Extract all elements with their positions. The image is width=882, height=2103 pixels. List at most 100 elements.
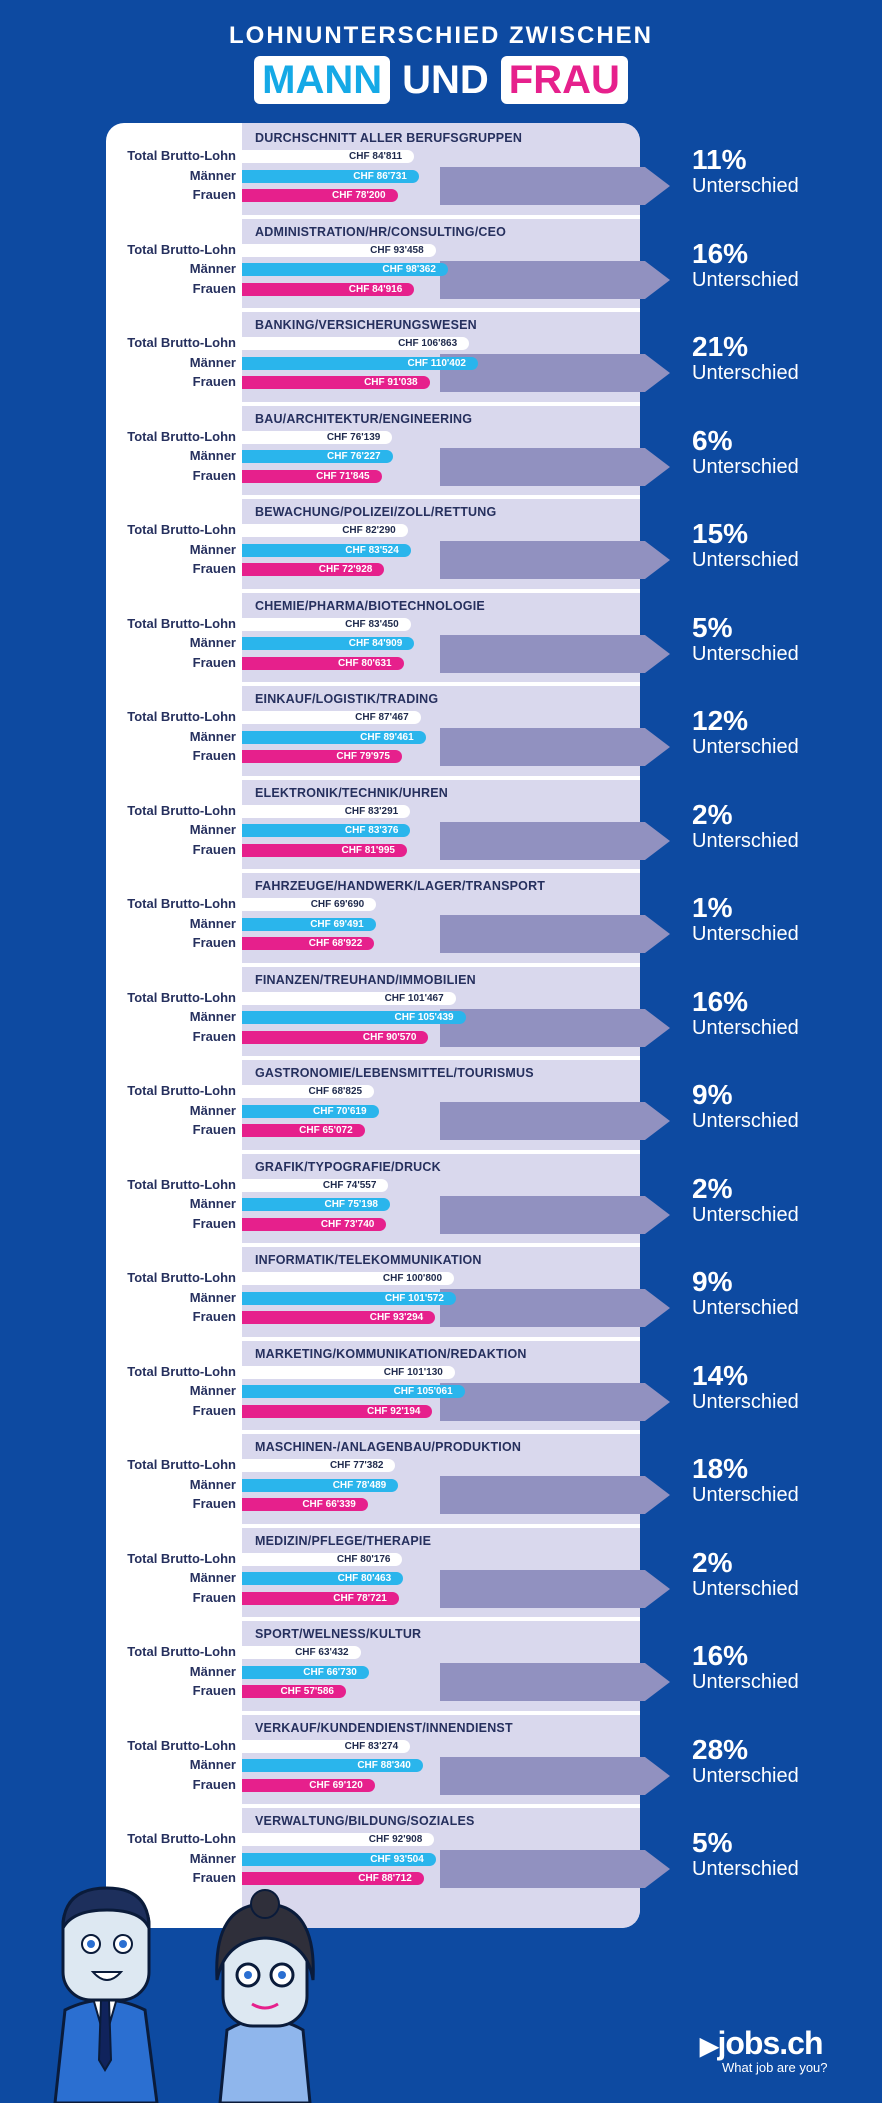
group-separator: [242, 1710, 640, 1715]
category-label: DURCHSCHNITT ALLER BERUFSGRUPPEN: [255, 131, 523, 145]
bar-total: CHF 74'557: [242, 1178, 389, 1192]
woman-hair: [215, 1902, 315, 1981]
difference-percent: 11%: [692, 144, 747, 175]
category-label: GRAFIK/TYPOGRAFIE/DRUCK: [255, 1159, 441, 1174]
difference-word: Unterschied: [692, 1016, 799, 1039]
difference-word: Unterschied: [692, 549, 799, 571]
title-frau: FRAU: [500, 56, 628, 104]
difference-callout: 5% Unterschied: [692, 1827, 799, 1881]
row-label-women: Frauen: [192, 561, 236, 576]
title-mann: MANN: [254, 56, 391, 104]
group-separator: [242, 401, 640, 406]
group-separator: [242, 1243, 640, 1247]
title-und: UND: [402, 58, 489, 102]
diff-arrow-icon: [440, 821, 670, 860]
difference-word: Unterschied: [692, 1484, 799, 1506]
group-separator: [242, 869, 640, 873]
row-label-men: Männer: [189, 1850, 236, 1866]
diff-arrow-icon: [440, 1008, 670, 1047]
difference-callout: 2% Unterschied: [692, 1173, 799, 1226]
bar-women: CHF 88'712: [242, 1872, 424, 1885]
row-label-total: Total Brutto-Lohn: [127, 1831, 236, 1846]
row-label-men: Männer: [189, 448, 236, 463]
row-label-total: Total Brutto-Lohn: [127, 615, 236, 631]
bar-total: CHF 92'908: [242, 1833, 435, 1846]
diff-arrow-icon: [440, 1850, 670, 1888]
row-label-men: Männer: [189, 728, 236, 744]
bar-women: CHF 72'928: [242, 563, 385, 576]
row-label-total: Total Brutto-Lohn: [127, 335, 236, 350]
bar-total: CHF 77'382: [242, 1459, 396, 1472]
difference-callout: 5% Unterschied: [692, 612, 799, 665]
row-label-men: Männer: [189, 541, 236, 557]
diff-arrow-icon: [440, 915, 670, 953]
bar-women: CHF 78'200: [242, 189, 398, 202]
row-label-women: Frauen: [192, 1496, 236, 1511]
category-label: GASTRONOMIE/LEBENSMITTEL/TOURISMUS: [255, 1066, 534, 1080]
page-title: LOHNUNTERSCHIED ZWISCHEN MANN UND FRAU: [0, 22, 882, 104]
diff-arrow-icon: [440, 634, 670, 673]
diff-arrow-icon: [440, 447, 670, 486]
bar-women: CHF 71'845: [242, 469, 382, 483]
difference-percent: 5%: [692, 1827, 733, 1858]
group-separator: [242, 1149, 640, 1154]
difference-callout: 18% Unterschied: [692, 1454, 799, 1507]
difference-callout: 16% Unterschied: [692, 237, 799, 291]
difference-word: Unterschied: [692, 642, 799, 665]
bar-women: CHF 79'975: [242, 750, 402, 763]
difference-percent: 2%: [692, 1546, 733, 1578]
bar-men: CHF 83'524: [242, 543, 411, 557]
difference-percent: 9%: [692, 1266, 733, 1297]
logo: ▶jobs.ch What job are you?: [700, 2025, 828, 2075]
difference-percent: 16%: [692, 1640, 749, 1671]
diff-arrow-icon: [440, 1102, 670, 1140]
row-label-women: Frauen: [192, 1309, 236, 1324]
logo-brand: ▶jobs.ch: [700, 2025, 828, 2062]
category-label: INFORMATIK/TELEKOMMUNIKATION: [255, 1253, 482, 1267]
bar-men: CHF 69'491: [242, 917, 376, 931]
difference-callout: 15% Unterschied: [692, 519, 799, 572]
group-separator: [242, 308, 640, 312]
row-label-men: Männer: [189, 915, 236, 931]
bar-total: CHF 63'432: [242, 1646, 361, 1659]
difference-word: Unterschied: [692, 362, 799, 384]
row-label-total: Total Brutto-Lohn: [127, 522, 236, 537]
row-label-men: Männer: [189, 1289, 236, 1305]
difference-callout: 2% Unterschied: [692, 799, 799, 852]
bar-men: CHF 93'504: [242, 1852, 436, 1866]
difference-word: Unterschied: [692, 1671, 799, 1693]
logo-play-icon: ▶: [700, 2033, 718, 2060]
difference-percent: 1%: [692, 892, 733, 923]
difference-callout: 9% Unterschied: [692, 1080, 799, 1133]
woman-mouth: [251, 2002, 279, 2010]
bar-men: CHF 110'402: [242, 356, 478, 370]
difference-callout: 14% Unterschied: [692, 1360, 799, 1413]
diff-arrow-icon: [440, 354, 670, 392]
group-separator: [242, 962, 640, 967]
group-separator: [242, 1056, 640, 1060]
difference-percent: 16%: [692, 985, 749, 1017]
difference-percent: 16%: [692, 237, 749, 269]
difference-percent: 6%: [692, 424, 733, 456]
row-label-women: Frauen: [192, 654, 236, 670]
difference-percent: 28%: [692, 1733, 749, 1765]
group-separator: [242, 682, 640, 686]
row-label-women: Frauen: [192, 1122, 236, 1137]
group-separator: [242, 1804, 640, 1808]
category-label: SPORT/WELNESS/KULTUR: [255, 1627, 422, 1641]
row-label-women: Frauen: [192, 467, 236, 483]
category-label: FAHRZEUGE/HANDWERK/LAGER/TRANSPORT: [255, 879, 546, 893]
bar-total: CHF 87'467: [242, 711, 421, 724]
bar-women: CHF 80'631: [242, 656, 404, 670]
group-separator: [242, 1617, 640, 1621]
row-label-total: Total Brutto-Lohn: [127, 1363, 236, 1379]
row-label-total: Total Brutto-Lohn: [127, 989, 236, 1005]
difference-callout: 11% Unterschied: [692, 144, 799, 198]
difference-word: Unterschied: [692, 1858, 799, 1880]
bar-women: CHF 78'721: [242, 1591, 399, 1605]
bar-women: CHF 57'586: [242, 1685, 346, 1698]
row-label-men: Männer: [189, 1196, 236, 1211]
group-separator: [242, 775, 640, 780]
row-label-women: Frauen: [192, 1402, 236, 1418]
bar-women: CHF 65'072: [242, 1124, 365, 1137]
